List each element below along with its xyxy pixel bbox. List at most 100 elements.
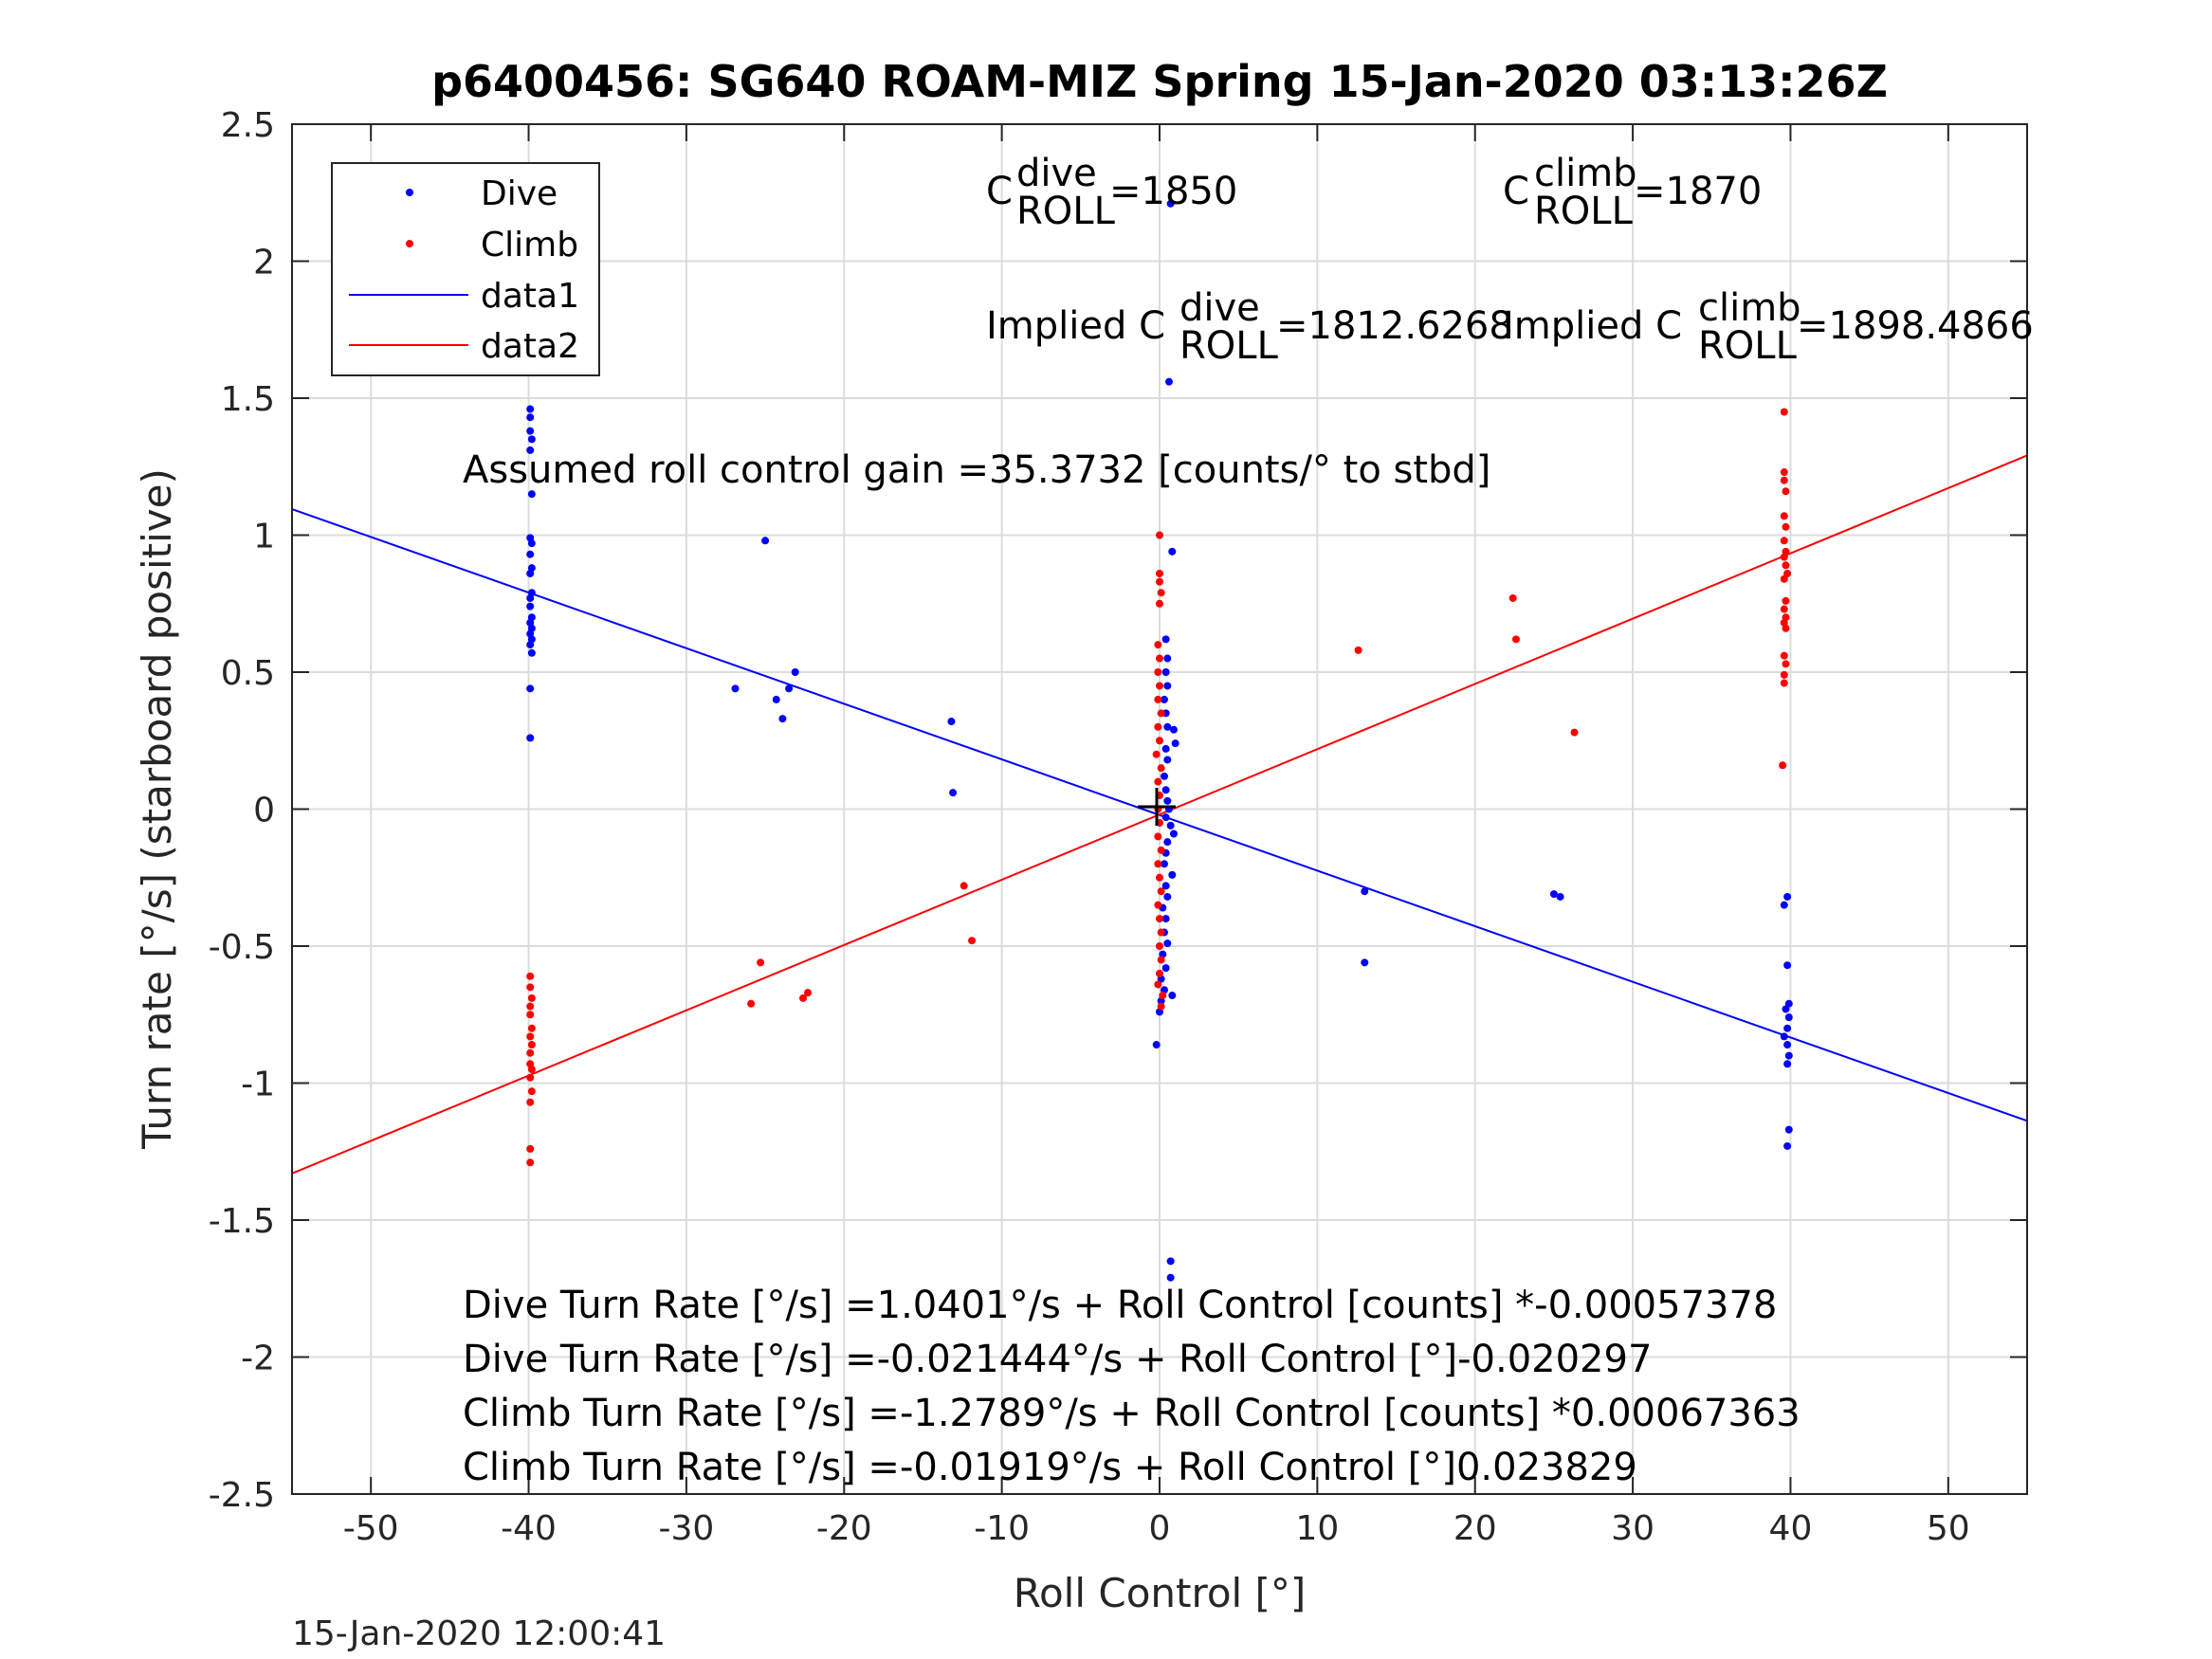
x-tick-label: 20 xyxy=(1453,1509,1497,1548)
point-dive xyxy=(1361,887,1369,896)
point-climb xyxy=(1782,660,1790,668)
c-dive-value: =1850 xyxy=(1109,170,1237,213)
point-climb xyxy=(1780,553,1788,561)
point-dive xyxy=(1780,1032,1788,1041)
y-tick-label: -1 xyxy=(241,1066,275,1104)
point-dive xyxy=(772,695,780,703)
point-climb xyxy=(1154,641,1162,649)
c-roll-dive-annotation: C dive ROLL =1850 xyxy=(986,152,1237,233)
point-dive xyxy=(1166,199,1175,208)
c-climb-sub: ROLL xyxy=(1534,190,1634,233)
point-dive xyxy=(1161,813,1170,822)
point-climb xyxy=(1154,980,1162,989)
x-tick-label: 0 xyxy=(1149,1509,1171,1548)
point-dive xyxy=(1171,739,1179,748)
point-climb xyxy=(968,937,977,945)
y-tick-label: -2 xyxy=(241,1340,275,1378)
point-dive xyxy=(1169,725,1178,734)
point-climb xyxy=(526,1144,535,1153)
point-climb xyxy=(1780,651,1788,660)
point-climb xyxy=(1154,695,1162,703)
point-climb xyxy=(1154,668,1162,676)
legend-label-data2: data2 xyxy=(481,327,579,366)
point-climb xyxy=(1157,709,1165,718)
y-tick-label: 2 xyxy=(253,244,275,283)
point-climb xyxy=(1570,728,1579,737)
point-climb xyxy=(1156,969,1163,977)
point-dive xyxy=(1784,1125,1793,1134)
c-climb-base: C xyxy=(1503,170,1529,213)
implied-c-roll-climb-annotation: Implied C climb ROLL =1898.4866 xyxy=(1503,286,2034,368)
implied-climb-value: =1898.4866 xyxy=(1797,304,2034,348)
point-climb xyxy=(1782,561,1790,570)
legend-label-dive: Dive xyxy=(481,174,558,213)
point-dive xyxy=(1161,744,1170,753)
point-dive xyxy=(791,668,799,676)
point-dive xyxy=(1161,635,1170,644)
point-dive xyxy=(526,641,535,649)
point-climb xyxy=(1154,832,1162,841)
point-climb xyxy=(1159,992,1167,1000)
gain-annotation: Assumed roll control gain =35.3732 [coun… xyxy=(463,448,1490,492)
point-climb xyxy=(526,1032,535,1041)
point-dive xyxy=(1152,1041,1161,1049)
point-climb xyxy=(1780,408,1788,416)
point-climb xyxy=(1154,860,1162,868)
point-climb xyxy=(1780,670,1788,679)
point-climb xyxy=(1782,624,1790,632)
point-climb xyxy=(1782,522,1790,531)
point-dive xyxy=(1163,722,1172,731)
point-dive xyxy=(731,684,740,693)
point-climb xyxy=(1780,574,1788,583)
point-climb xyxy=(1156,873,1163,882)
point-climb xyxy=(1780,605,1788,613)
point-dive xyxy=(1783,1060,1792,1068)
point-dive xyxy=(1782,1005,1790,1013)
y-tick-label: 0.5 xyxy=(221,654,275,693)
x-tick-label: 40 xyxy=(1769,1509,1813,1548)
point-climb xyxy=(1156,654,1163,663)
point-climb xyxy=(747,999,756,1008)
point-dive xyxy=(1556,892,1564,901)
point-climb xyxy=(1154,722,1162,731)
point-climb xyxy=(1157,589,1165,597)
point-dive xyxy=(1161,915,1170,923)
point-dive xyxy=(778,715,787,723)
point-climb xyxy=(1156,531,1163,539)
point-dive xyxy=(1163,892,1172,901)
point-climb xyxy=(757,958,765,967)
point-dive xyxy=(527,648,536,657)
fit-equation-3: Climb Turn Rate [°/s] =-1.2789°/s + Roll… xyxy=(463,1392,1801,1435)
x-axis-label: Roll Control [°] xyxy=(1014,1570,1307,1616)
point-climb xyxy=(1780,537,1788,545)
point-dive xyxy=(1161,964,1170,973)
point-climb xyxy=(1157,1002,1165,1011)
point-climb xyxy=(526,1073,535,1082)
y-tick-label: -2.5 xyxy=(209,1476,275,1515)
point-dive xyxy=(526,550,535,558)
c-roll-climb-annotation: C climb ROLL =1870 xyxy=(1503,152,1762,233)
point-climb xyxy=(804,989,813,997)
implied-c-roll-dive-annotation: Implied C dive ROLL =1812.6268 xyxy=(986,286,1513,368)
point-climb xyxy=(1157,887,1165,896)
point-climb xyxy=(1156,577,1163,586)
point-climb xyxy=(1779,761,1787,770)
point-dive xyxy=(526,427,535,435)
point-climb xyxy=(1157,928,1165,937)
fit-line-data2 xyxy=(291,454,2028,1175)
point-climb xyxy=(799,994,808,1002)
y-tick-label: 1 xyxy=(253,518,275,556)
point-climb xyxy=(1780,679,1788,687)
point-dive xyxy=(1163,654,1172,663)
point-dive xyxy=(1161,882,1170,890)
legend-marker-climb xyxy=(406,240,413,247)
point-climb xyxy=(1156,599,1163,608)
point-dive xyxy=(1160,772,1168,780)
point-climb xyxy=(1511,635,1520,644)
x-tick-label: -30 xyxy=(659,1509,715,1548)
point-climb xyxy=(1156,682,1163,690)
point-dive xyxy=(1783,1024,1792,1032)
point-dive xyxy=(1780,901,1788,909)
point-dive xyxy=(527,539,536,548)
point-climb xyxy=(1783,569,1792,577)
